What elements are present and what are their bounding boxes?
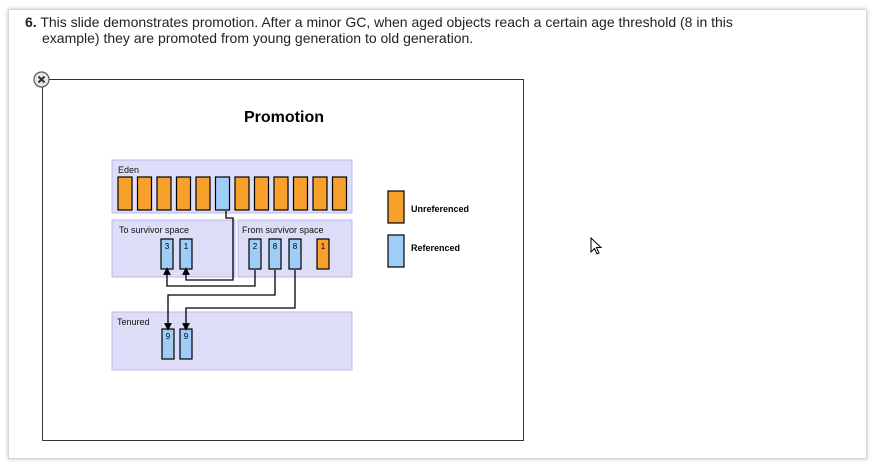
- to-survivor-age-2: 1: [184, 242, 189, 251]
- eden-object-6: [214, 176, 231, 211]
- step-line-1: This slide demonstrates promotion. After…: [40, 14, 733, 30]
- arrow-age8-to-tenured-1: [164, 270, 276, 331]
- legend-referenced-swatch: [387, 234, 405, 268]
- eden-object-5: [195, 176, 211, 211]
- mouse-cursor-icon: [590, 237, 603, 255]
- eden-object-11: [312, 176, 328, 211]
- eden-object-1: [117, 176, 133, 211]
- from-survivor-age-3: 8: [293, 242, 298, 251]
- from-survivor-age-2: 8: [273, 242, 278, 251]
- from-survivor-age-1: 2: [253, 242, 258, 251]
- arrow-from-age2-to-survivor: [163, 267, 256, 287]
- eden-object-7: [234, 176, 250, 211]
- from-survivor-object-2: [268, 238, 282, 270]
- diagram-title: Promotion: [244, 109, 324, 126]
- eden-object-2: [136, 176, 153, 211]
- tenured-region: [111, 311, 353, 371]
- from-survivor-object-3: [288, 238, 302, 270]
- eden-object-9: [273, 176, 289, 211]
- tenured-age-1: 9: [166, 332, 171, 341]
- promotion-diagram: Promotion Eden To survivor space From su…: [111, 109, 469, 371]
- legend-unreferenced-swatch: [387, 190, 405, 224]
- legend-referenced-label: Referenced: [411, 243, 460, 253]
- step-number: 6.: [25, 14, 37, 30]
- from-survivor-age-4: 1: [321, 242, 326, 251]
- eden-object-4: [175, 176, 192, 211]
- tenured-age-2: 9: [184, 332, 189, 341]
- eden-object-3: [156, 176, 172, 211]
- from-survivor-object-1: [248, 238, 262, 270]
- eden-object-12: [331, 176, 348, 211]
- step-line-2: example) they are promoted from young ge…: [42, 30, 474, 46]
- legend-unreferenced-label: Unreferenced: [411, 204, 469, 214]
- from-survivor-objects: 2 8 8 1: [248, 238, 330, 270]
- eden-objects: [117, 176, 348, 211]
- tenured-objects: 9 9: [161, 328, 193, 360]
- eden-label: Eden: [118, 165, 139, 175]
- slide-frame: Promotion Eden To survivor space From su…: [42, 79, 524, 441]
- arrow-eden-to-survivor: [182, 211, 234, 281]
- arrow-age8-to-tenured-2: [182, 270, 296, 331]
- to-survivor-age-1: 3: [165, 242, 170, 251]
- from-survivor-object-4: [316, 238, 330, 270]
- eden-object-10: [292, 176, 309, 211]
- to-survivor-label: To survivor space: [119, 225, 189, 235]
- from-survivor-label: From survivor space: [242, 225, 324, 235]
- step-description: 6. This slide demonstrates promotion. Af…: [25, 14, 805, 46]
- tenured-label: Tenured: [117, 317, 150, 327]
- eden-object-8: [253, 176, 270, 211]
- close-icon[interactable]: [33, 71, 50, 88]
